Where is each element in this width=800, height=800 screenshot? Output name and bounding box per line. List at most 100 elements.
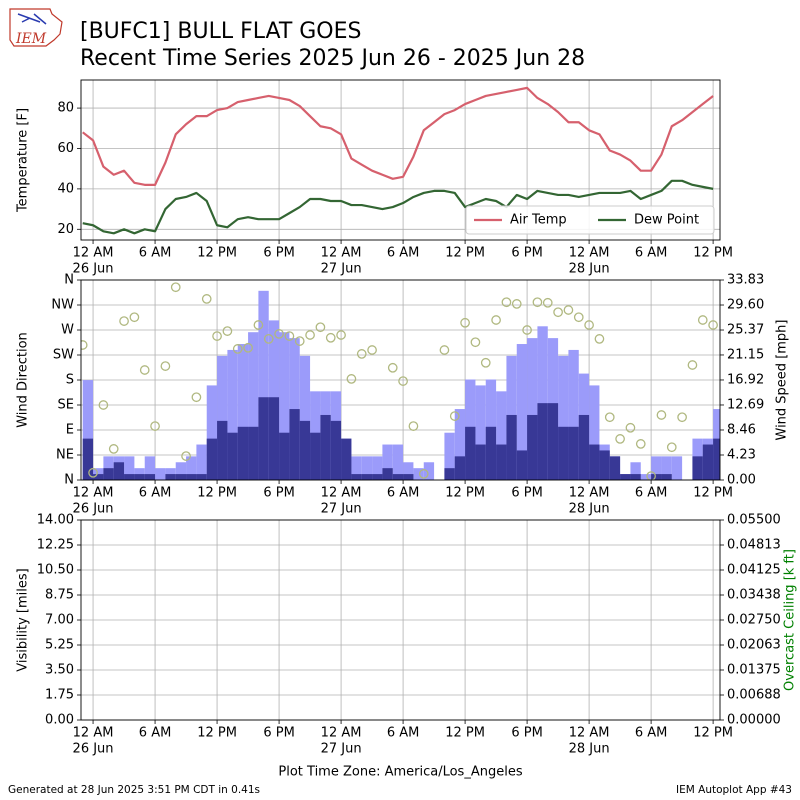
y-tick-label: 12.25 [37,538,74,553]
direction-point [553,307,563,318]
bar [692,456,703,480]
bar [630,462,641,480]
bar [299,355,311,480]
bar [640,474,652,480]
bar [454,456,466,480]
direction-point [666,442,677,453]
series-line [82,86,714,186]
bar [403,462,414,480]
bar [165,474,176,480]
y-tick-label: W [61,323,74,338]
y2-tick-label: 12.69 [727,397,764,412]
direction-point [356,349,367,359]
direction-point [170,282,181,293]
direction-point [119,316,129,326]
y2-axis-label: Overcast Ceiling [k ft] [783,549,798,691]
y-axis-label: Visibility [miles] [16,568,31,671]
x-axis-label: Plot Time Zone: America/Los_Angeles [278,765,522,780]
direction-point [108,444,119,454]
x-tick-label: 12 AM [321,246,362,261]
bar [113,462,125,480]
y-tick-label: 5.25 [45,638,74,653]
direction-point [491,315,501,325]
bar [196,474,207,480]
direction-point [677,412,687,423]
direction-point [222,326,233,336]
bar [702,444,714,480]
direction-point [604,412,615,423]
y-axis-label: Temperature [F] [16,108,31,213]
direction-point [160,361,171,371]
bar [351,456,362,480]
bar [589,444,600,480]
direction-point [243,342,253,353]
x-tick-label: 6 AM [139,726,172,741]
direction-point [253,320,264,330]
direction-point [274,329,284,339]
direction-point [449,411,460,421]
x-tick-label: 12 AM [73,726,114,741]
x-tick-label: 6 AM [635,726,668,741]
direction-point [708,320,718,330]
logo-lines [17,13,47,25]
direction-point [522,325,532,335]
y2-tick-label: 16.92 [727,372,764,387]
direction-point [697,315,708,325]
y-tick-label: 7.00 [45,613,74,628]
direction-point [181,451,191,461]
bar [279,432,290,480]
y-tick-label: 20 [57,222,74,237]
bar [403,474,414,480]
bar [134,474,145,480]
x-tick-label: 12 PM [197,486,237,501]
axes-frame [80,79,721,241]
direction-point [398,376,408,386]
direction-point [439,345,450,355]
bar [475,444,486,480]
x-tick-label: 12 PM [445,246,485,261]
direction-point [594,334,605,344]
y2-tick-label: 0.00 [727,473,756,488]
bar [268,397,280,480]
direction-point [460,317,470,328]
direction-point [139,365,150,375]
y2-axis-label: Wind Speed [mph] [775,320,790,441]
x-tick-label: 12 PM [693,726,733,741]
bar [217,355,228,480]
plot-area [82,86,714,235]
y-tick-label: 10.50 [37,563,74,578]
bar [589,385,600,480]
chart-title: [BUFC1] BULL FLAT GOES [80,19,362,44]
direction-point [81,340,88,350]
y-tick-label: N [64,273,74,288]
axes-frame [80,279,721,481]
direction-point [418,469,429,479]
bar [444,468,455,480]
x-tick-label: 6 PM [263,726,294,741]
bar [237,344,249,480]
bar [599,450,610,480]
y-tick-label: N [64,473,74,488]
direction-point [305,330,315,340]
direction-point [232,344,243,354]
bar [124,456,135,480]
x-tick-label: 12 AM [73,486,114,501]
bar [578,414,590,480]
y-tick-label: NE [56,448,74,463]
bar [124,474,135,480]
x-tick-label: 6 PM [511,246,542,261]
bar [609,456,621,480]
x-tick-label: 6 AM [387,486,420,501]
y-tick-label: 40 [57,181,74,196]
legend-box [465,205,715,235]
y2-tick-label: 0.03438 [727,588,781,603]
y2-tick-label: 0.04125 [727,563,781,578]
y-axis-label: Wind Direction [16,332,31,428]
bar [299,420,311,480]
bar [82,380,94,480]
bar [372,474,383,480]
x-tick-sublabel: 26 Jun [73,742,114,757]
